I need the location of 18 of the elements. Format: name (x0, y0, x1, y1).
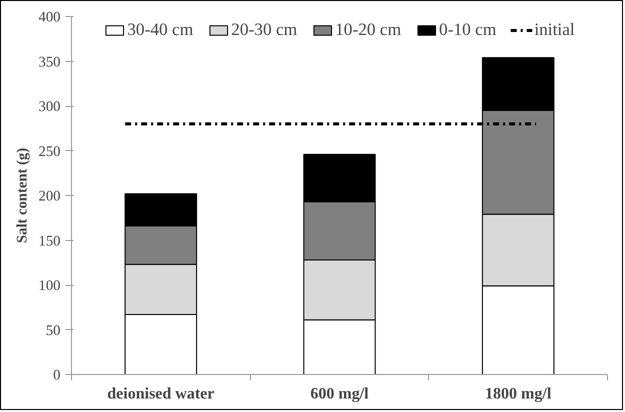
y-tick-label: 150 (38, 233, 60, 250)
legend-label: 10-20 cm (335, 20, 402, 40)
y-tick-label: 50 (46, 322, 60, 339)
legend-label: 0-10 cm (439, 20, 496, 40)
y-tick-label: 300 (38, 99, 60, 115)
x-tick-label: 600 mg/l (310, 386, 370, 402)
legend-label: 20-30 cm (231, 20, 298, 40)
y-tick-label: 400 (38, 10, 60, 26)
y-tick-label: 350 (38, 54, 60, 70)
legend-label: 30-40 cm (127, 20, 194, 40)
y-tick-label: 200 (38, 188, 60, 204)
y-axis-title: Salt content (g) (14, 148, 31, 244)
legend-label: initial (534, 20, 575, 40)
y-tick-label: 250 (38, 144, 60, 160)
x-tick-label: 1800 mg/l (485, 386, 552, 402)
y-tick-label: 100 (38, 278, 60, 294)
y-tick-label: 0 (53, 368, 60, 384)
x-tick-label: deionised water (107, 386, 214, 402)
